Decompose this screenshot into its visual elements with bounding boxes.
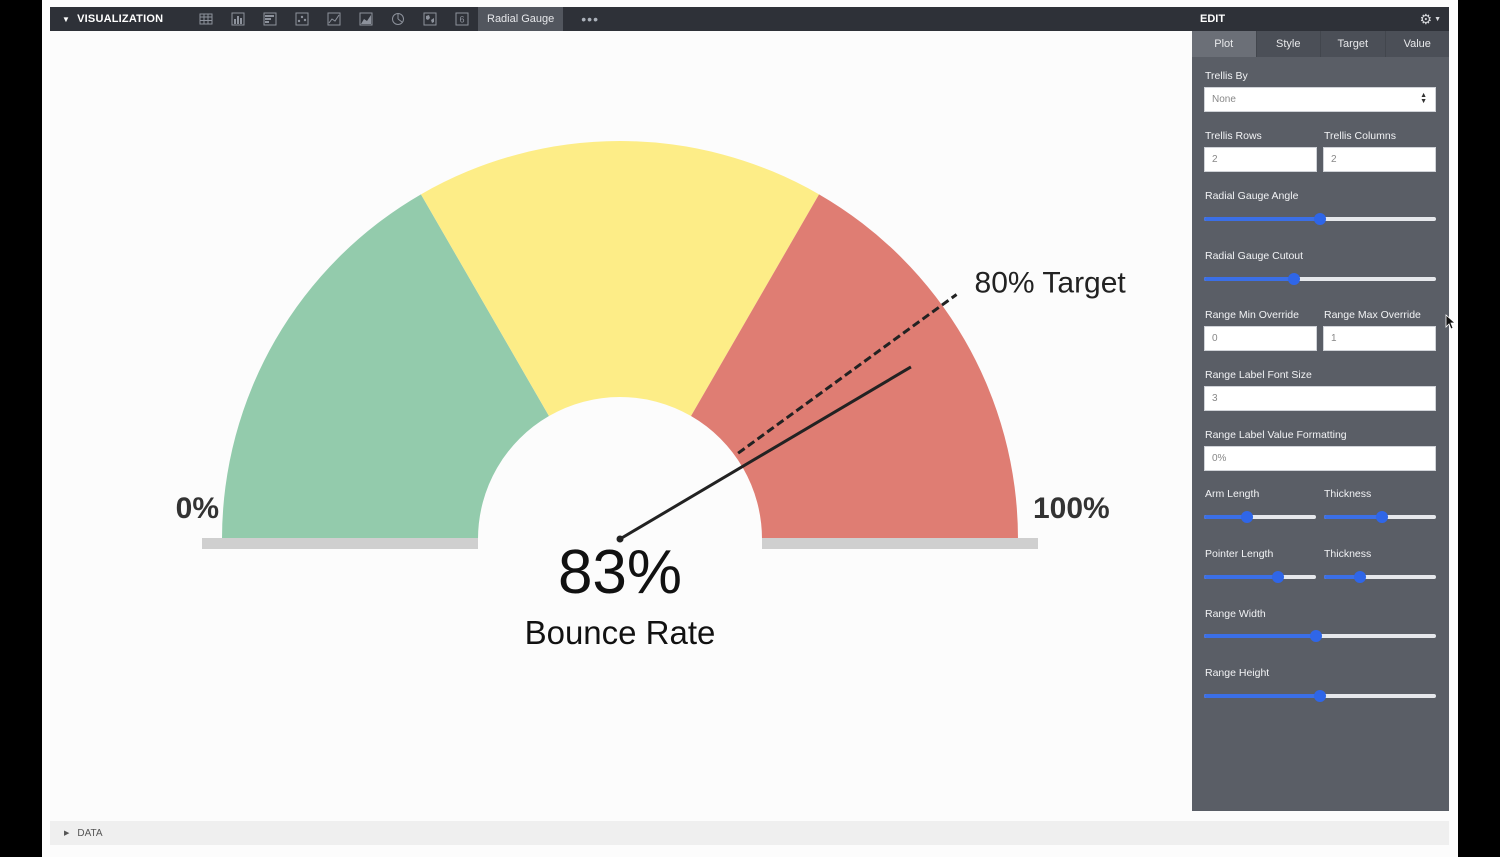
slider-track — [1204, 277, 1436, 281]
range-font-size-label: Range Label Font Size — [1205, 369, 1312, 381]
arm-length-label: Arm Length — [1205, 488, 1260, 500]
pointer-thickness-slider[interactable] — [1324, 571, 1436, 583]
slider-track — [1204, 515, 1316, 519]
range-formatting-label: Range Label Value Formatting — [1205, 429, 1347, 441]
caret-down-icon: ▼ — [62, 14, 71, 24]
map-icon[interactable] — [414, 7, 446, 31]
gauge-max-label: 100% — [1033, 492, 1110, 525]
gauge-angle-label: Radial Gauge Angle — [1205, 190, 1299, 202]
slider-fill — [1204, 575, 1278, 579]
range-formatting-input[interactable]: 0% — [1204, 446, 1436, 471]
gauge-baseline-right — [762, 538, 1038, 549]
gauge-band-3 — [691, 194, 1018, 540]
trellis-columns-input[interactable]: 2 — [1323, 147, 1436, 172]
slider-handle[interactable] — [1376, 511, 1388, 523]
slider-handle[interactable] — [1288, 273, 1300, 285]
caret-down-icon: ▼ — [1434, 15, 1441, 23]
gauge-band-2 — [420, 141, 820, 417]
arm-length-slider[interactable] — [1204, 511, 1316, 523]
pointer-length-slider[interactable] — [1204, 571, 1316, 583]
gauge-angle-slider[interactable] — [1204, 213, 1436, 225]
gear-icon[interactable]: ⚙ ▼ — [1419, 10, 1442, 27]
range-min-input[interactable]: 0 — [1204, 326, 1317, 351]
edit-panel: EDIT ⚙ ▼ Plot Style Target Value Trellis … — [1192, 7, 1449, 811]
slider-handle[interactable] — [1314, 213, 1326, 225]
range-max-input[interactable]: 1 — [1323, 326, 1436, 351]
area-chart-icon[interactable] — [350, 7, 382, 31]
tab-style[interactable]: Style — [1257, 31, 1321, 57]
radial-gauge-tab[interactable]: Radial Gauge — [478, 7, 564, 31]
select-arrows-icon: ▲ ▼ — [1420, 92, 1427, 105]
slider-fill — [1204, 634, 1316, 638]
bar-chart-icon[interactable] — [222, 7, 254, 31]
slider-fill — [1204, 277, 1294, 281]
line-chart-icon[interactable] — [318, 7, 350, 31]
arm-thickness-slider[interactable] — [1324, 511, 1436, 523]
svg-text:6: 6 — [459, 15, 464, 25]
slider-handle[interactable] — [1354, 571, 1366, 583]
trellis-rows-label: Trellis Rows — [1205, 130, 1262, 142]
target-label: 80% Target — [975, 266, 1127, 299]
mouse-cursor-icon — [1445, 314, 1455, 330]
tab-target[interactable]: Target — [1321, 31, 1386, 57]
range-height-slider[interactable] — [1204, 690, 1436, 702]
edit-panel-header: EDIT ⚙ ▼ — [1192, 7, 1449, 31]
tab-value[interactable]: Value — [1403, 38, 1431, 50]
gauge-cutout-slider[interactable] — [1204, 273, 1436, 285]
range-height-label: Range Height — [1205, 667, 1270, 679]
target-marker — [737, 293, 958, 455]
trellis-by-label: Trellis By — [1205, 70, 1248, 82]
slider-handle[interactable] — [1310, 630, 1322, 642]
gauge-value-label: 83% — [558, 538, 682, 607]
range-font-size-input[interactable]: 3 — [1204, 386, 1436, 411]
gauge-baseline-left — [202, 538, 478, 549]
slider-handle[interactable] — [1314, 690, 1326, 702]
single-value-icon[interactable]: 6 — [446, 7, 478, 31]
radial-gauge: 0% 100% 80% Target 83% Bounce Rate — [176, 141, 1127, 651]
horizontal-bar-icon[interactable] — [254, 7, 286, 31]
tab-plot[interactable]: Plot — [1192, 31, 1257, 57]
pointer-length-label: Pointer Length — [1205, 548, 1274, 560]
slider-fill — [1204, 694, 1320, 698]
radial-gauge-tab-label: Radial Gauge — [487, 13, 555, 25]
pointer-thickness-label: Thickness — [1324, 548, 1372, 560]
trellis-columns-label: Trellis Columns — [1324, 130, 1396, 142]
table-icon[interactable] — [190, 7, 222, 31]
visualization-title: VISUALIZATION — [77, 13, 164, 25]
caret-right-icon: ▶ — [64, 830, 70, 837]
gauge-min-label: 0% — [176, 492, 219, 525]
slider-handle[interactable] — [1272, 571, 1284, 583]
slider-fill — [1324, 515, 1382, 519]
scatter-icon[interactable] — [286, 7, 318, 31]
slider-track — [1324, 575, 1436, 579]
slider-handle[interactable] — [1241, 511, 1253, 523]
range-max-label: Range Max Override — [1324, 309, 1421, 321]
trellis-rows-input[interactable]: 2 — [1204, 147, 1317, 172]
gauge-band-1 — [222, 194, 549, 540]
visualization-toolbar: ▼ VISUALIZATION — [50, 7, 1192, 31]
trellis-by-value: None — [1212, 94, 1236, 105]
more-options-button[interactable]: ••• — [581, 11, 599, 27]
range-min-label: Range Min Override — [1205, 309, 1299, 321]
data-section-toggle[interactable]: ▶ DATA — [50, 821, 1449, 845]
pointer-hub — [616, 535, 624, 543]
edit-panel-title: EDIT — [1200, 13, 1226, 25]
visualization-collapse-toggle[interactable]: ▼ VISUALIZATION — [50, 13, 190, 25]
data-section-label: DATA — [77, 827, 103, 839]
pie-chart-icon[interactable] — [382, 7, 414, 31]
range-width-slider[interactable] — [1204, 630, 1436, 642]
range-width-label: Range Width — [1205, 608, 1266, 620]
app-frame: ▼ VISUALIZATION — [42, 0, 1458, 857]
gauge-cutout-label: Radial Gauge Cutout — [1205, 250, 1304, 262]
gauge-value-caption: Bounce Rate — [525, 614, 716, 651]
slider-fill — [1204, 515, 1247, 519]
arm-thickness-label: Thickness — [1324, 488, 1372, 500]
value-pointer — [619, 365, 912, 541]
trellis-by-select[interactable]: None ▲ ▼ — [1204, 87, 1436, 112]
chart-area: 0% 100% 80% Target 83% Bounce Rate — [42, 31, 1192, 811]
slider-fill — [1324, 575, 1360, 579]
slider-fill — [1204, 217, 1320, 221]
edit-tabs: Plot Style Target Value — [1192, 31, 1449, 57]
